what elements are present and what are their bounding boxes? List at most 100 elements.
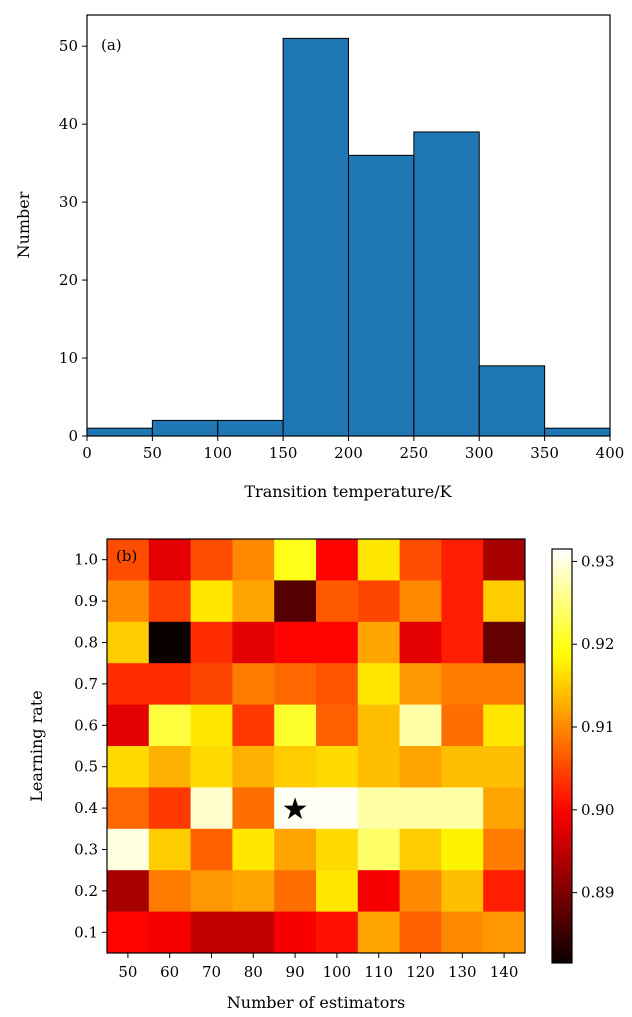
y-tick-label: 1.0 [74,551,98,569]
heatmap-cell [357,911,401,954]
heatmap-cell [441,621,484,664]
heatmap-cell [232,580,275,623]
y-tick-label: 10 [59,349,78,367]
heatmap-cell [148,621,192,664]
histogram-x-axis-label: Transition temperature/K [244,482,452,501]
x-tick-label: 90 [286,963,305,981]
heatmap-cell [483,787,526,830]
heatmap-cell [274,828,317,871]
heatmap-cell [483,828,526,871]
heatmap-cell [107,911,150,954]
colorbar-ticks: 0.89 0.90 0.91 0.92 0.93 [572,552,614,902]
heatmap-cell [316,870,359,913]
heatmap-cell [190,663,233,706]
heatmap-cell [232,663,275,706]
heatmap-cell [274,911,317,954]
heatmap-cell [232,828,275,871]
heatmap-cell [190,911,233,954]
histogram-bar [478,365,546,437]
heatmap-cell [232,911,275,954]
heatmap-cell [316,580,359,623]
heatmap-cell [357,828,401,871]
heatmap-y-axis-label: Learning rate [27,690,46,801]
heatmap-cell [357,621,401,664]
heatmap-cell [316,704,359,747]
heatmap-cell [107,663,150,706]
heatmap-cell [441,911,484,954]
heatmap-cell [190,787,233,830]
x-tick-label: 70 [202,963,221,981]
heatmap-cell [399,870,442,913]
histogram-bar [282,37,349,437]
heatmap-x-axis-label: Number of estimators [227,993,405,1012]
heatmap-cell [107,828,150,871]
heatmap-cell [357,539,401,581]
heatmap-cell [357,663,401,706]
heatmap-cell [399,621,442,664]
heatmap-cell [441,746,484,788]
y-tick-label: 50 [59,37,78,55]
histogram-bar [413,131,480,437]
heatmap-cell [107,787,150,830]
x-tick-label: 120 [406,963,435,981]
y-tick-label: 0.8 [74,634,98,652]
heatmap-cell [107,746,150,788]
heatmap-cell [399,911,442,954]
best-parameter-star-marker: ★ [282,792,309,827]
heatmap-cell [190,870,233,913]
x-tick-label: 50 [143,444,162,462]
heatmap-cell [483,580,526,623]
x-tick-label: 350 [530,444,559,462]
colorbar-tick-label: 0.92 [581,635,614,653]
y-tick-label: 0.1 [74,923,98,941]
histogram-bars [86,37,611,437]
x-tick-label: 50 [118,963,137,981]
heatmap-frame [106,538,526,954]
heatmap-cell [399,746,442,788]
heatmap-cell [107,539,150,581]
x-tick-label: 130 [448,963,477,981]
heatmap-cell [190,539,233,581]
histogram-bar [544,427,611,437]
histogram-x-ticks: 0 50 100 150 200 250 300 350 400 [82,436,624,462]
heatmap-cell [316,539,359,581]
heatmap-cell [148,828,192,871]
heatmap-cell [232,870,275,913]
heatmap-cell [107,870,150,913]
heatmap-cell [399,787,442,830]
x-tick-label: 300 [465,444,494,462]
heatmap-cell [399,539,442,581]
heatmap-cell [232,746,275,788]
heatmap-cell [483,663,526,706]
x-tick-label: 150 [269,444,298,462]
heatmap-cell [483,539,526,581]
y-tick-label: 0.5 [74,758,98,776]
heatmap-cell [483,911,526,954]
heatmap-cell [483,621,526,664]
heatmap-cell [357,787,401,830]
heatmap-cell [274,787,317,830]
heatmap-cell [441,580,484,623]
x-tick-label: 400 [596,444,625,462]
x-tick-label: 110 [364,963,393,981]
y-tick-label: 0.4 [74,799,98,817]
heatmap-cell [232,787,275,830]
heatmap-cell [274,870,317,913]
heatmap-cell [483,704,526,747]
histogram-bar [86,427,153,437]
histogram-panel-label: (a) [101,36,122,54]
heatmap-cell [274,663,317,706]
heatmap-cell [148,746,192,788]
heatmap-cells [107,539,526,954]
x-tick-label: 80 [244,963,263,981]
heatmap-cell [274,746,317,788]
x-tick-label: 200 [334,444,363,462]
y-tick-label: 0.2 [74,882,98,900]
y-tick-label: 0 [68,427,78,445]
colorbar: 0.89 0.90 0.91 0.92 0.93 [551,548,614,964]
heatmap-cell [316,746,359,788]
histogram-y-ticks: 0 10 20 30 40 50 [59,37,87,445]
colorbar-gradient [551,548,573,964]
heatmap-cell [357,580,401,623]
